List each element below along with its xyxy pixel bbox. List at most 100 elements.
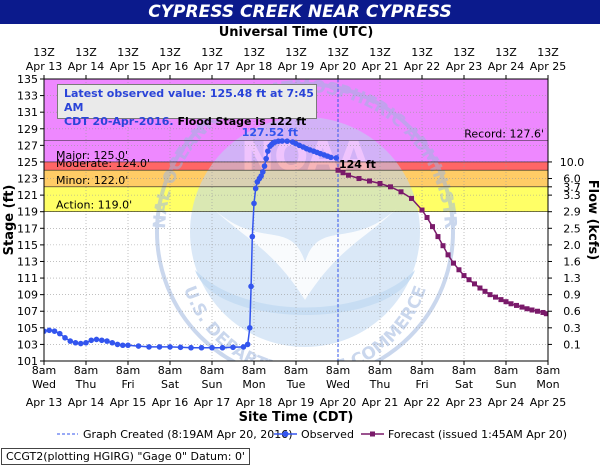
y-tick-label: 129 [17,123,38,136]
flow-tick-label: 0.3 [563,322,581,335]
bottom-tick-day: Sun [496,378,517,391]
flow-tick-label: 3.3 [563,189,581,202]
top-tick-hour: 13Z [453,46,475,59]
forecast-point [508,301,514,307]
axes: 101 103 105 107 109 111 113 115 117 119 121 123 125 1… [17,46,584,409]
annotations: 127.52 ft 124 ft [242,126,376,171]
observed-point [135,343,142,349]
flow-tick-label: 2.5 [563,222,581,235]
bottom-tick-date: Apr 22 [404,396,441,409]
forecast-point [487,292,493,298]
bottom-tick-date: Apr 14 [68,396,105,409]
forecast-point [451,260,456,266]
forecast-point [435,234,441,240]
observed-point [248,283,254,290]
observed-point [72,339,79,346]
forecast-point [524,306,530,312]
bottom-tick-date: Apr 19 [278,396,315,409]
forecast-point [498,297,504,303]
y-tick-label: 103 [17,338,38,351]
top-tick-hour: 13Z [537,46,559,59]
y-tick-label: 125 [17,156,38,169]
observed-point [333,155,340,161]
y-tick-label: 109 [17,289,38,302]
y-tick-label: 123 [17,173,38,186]
forecast-point [367,178,372,184]
observed-point [156,344,163,350]
top-tick-hour: 13Z [285,46,307,59]
top-tick-date: Apr 13 [26,60,63,73]
y-axis-title: Stage (ft) [2,185,17,256]
forecast-point [472,281,477,287]
observed-point [265,148,271,154]
bottom-tick-time: 8am [536,364,560,377]
y-tick-label: 133 [17,90,38,103]
observed-point [263,155,269,162]
bottom-tick-time: 8am [452,364,476,377]
top-tick-hour: 13Z [369,46,391,59]
forecast-point [340,170,346,176]
watermark-inner-disc [190,117,420,347]
top-tick-hour: 13Z [411,46,433,59]
observed-point [46,327,53,334]
y-tick-label: 121 [17,189,38,202]
top-tick-date: Apr 21 [362,60,399,73]
y-tick-label: 113 [17,255,38,268]
forecast-point [424,215,430,221]
chart-title: CYPRESS CREEK NEAR CYPRESS [0,0,600,24]
bottom-tick-day: Mon [536,378,559,391]
data-series [44,138,548,351]
top-tick-date: Apr 25 [530,60,567,73]
forecast-point [482,288,488,294]
flow-tick-label: 0.6 [563,305,581,318]
observed-point [93,336,100,343]
bottom-tick-day: Fri [121,378,134,391]
y2-axis-title: Flow (kcfs) [585,180,600,260]
band-label-major: Major: 125.0' [56,149,128,162]
forecast-point [466,277,472,283]
observed-point [146,344,152,350]
observed-point [328,154,334,161]
forecast-point [461,273,467,279]
y-tick-label: 105 [17,322,38,335]
top-tick-date: Apr 22 [404,60,441,73]
legend-created-label: Graph Created (8:19AM Apr 20, 2016) [83,428,293,441]
latest-observation-date: CDT 20-Apr-2016. [64,115,174,128]
observed-point [177,344,184,351]
bottom-tick-time: 8am [116,364,140,377]
bottom-tick-time: 8am [326,364,350,377]
legend-observed-label: Observed [301,428,354,441]
flow-tick-label: 0.9 [563,289,581,302]
top-tick-date: Apr 24 [488,60,525,73]
y-tick-label: 101 [17,355,38,368]
top-tick-hour: 13Z [495,46,517,59]
top-tick-hour: 13Z [159,46,181,59]
forecast-point [543,311,548,317]
bottom-tick-date: Apr 24 [488,396,525,409]
forecast-point [493,294,498,300]
y-tick-label: 111 [17,272,38,285]
latest-observation-box: Latest observed value: 125.48 ft at 7:45… [57,84,317,128]
observed-point [109,339,116,346]
observed-point [167,344,173,350]
y-tick-label: 127 [17,139,38,152]
top-tick-date: Apr 14 [68,60,105,73]
legend-observed-marker [282,431,289,437]
bottom-tick-day: Sun [202,378,223,391]
observed-point [209,344,215,351]
bottom-tick-day: Wed [326,378,350,391]
top-tick-hour: 13Z [75,46,97,59]
observed-point [252,185,259,192]
forecast-point [430,224,435,230]
observed-point [119,342,126,349]
flow-tick-label: 6.0 [563,173,581,186]
y-tick-label: 131 [17,106,38,119]
observed-point [230,344,236,351]
bottom-tick-time: 8am [242,364,266,377]
observed-point [83,339,89,346]
top-tick-date: Apr 18 [236,60,273,73]
flow-tick-label: 10.0 [560,156,585,169]
forecast-point [388,184,393,190]
latest-observation-line1: Latest observed value: 125.48 ft at 7:45… [64,87,314,114]
bottom-tick-date: Apr 21 [362,396,399,409]
